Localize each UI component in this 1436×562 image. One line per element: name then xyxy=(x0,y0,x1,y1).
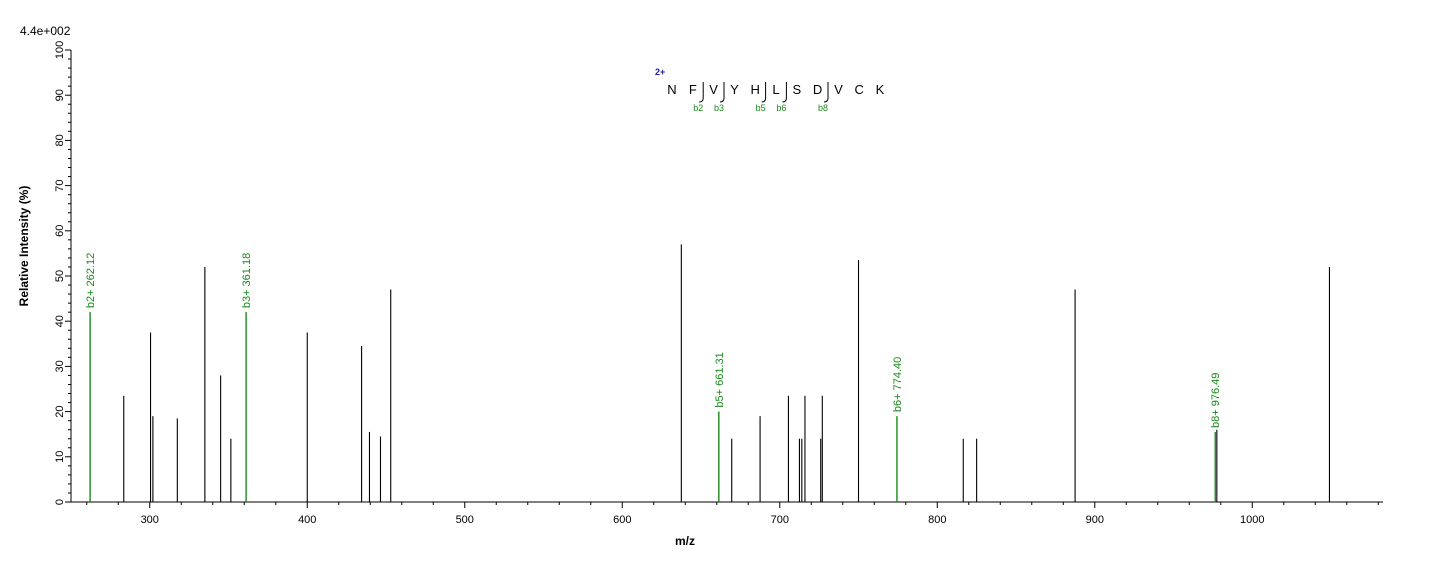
y-tick-label: 90 xyxy=(54,89,66,101)
sequence-residue: N xyxy=(667,82,676,97)
sequence-residue: F xyxy=(689,82,697,97)
peak-label: b8+ 976.49 xyxy=(1210,373,1222,428)
y-tick-label: 80 xyxy=(54,134,66,146)
sequence-residue: H xyxy=(751,82,760,97)
y-axis-title: Relative Intensity (%) xyxy=(17,186,31,307)
sequence-residue: S xyxy=(792,82,801,97)
sequence-residue: K xyxy=(876,82,885,97)
x-tick-label: 800 xyxy=(928,514,946,526)
fragment-label: b8 xyxy=(818,103,828,113)
y-tick-label: 100 xyxy=(54,41,66,59)
sequence-residue: C xyxy=(855,82,864,97)
y-tick-label: 70 xyxy=(54,179,66,191)
sequence-residue: D xyxy=(813,82,822,97)
y-tick-label: 10 xyxy=(54,451,66,463)
fragment-bracket xyxy=(823,82,829,103)
fragment-bracket xyxy=(761,82,767,103)
fragment-label: b3 xyxy=(714,103,724,113)
peptide-sequence: 2+N F V Y H L S D V C Kb2 b3 b5 b6 b8 xyxy=(655,67,885,113)
axes: 0 10 20 30 40 50 60 70 80 90 100 300 400 500 600 700 800… xyxy=(54,41,1383,526)
x-axis-title: m/z xyxy=(675,534,695,548)
fragment-bracket xyxy=(699,82,704,103)
x-tick-label: 300 xyxy=(141,514,159,526)
y-tick-label: 50 xyxy=(54,270,66,282)
max-intensity-label: 4.4e+002 xyxy=(20,24,71,38)
x-tick-label: 400 xyxy=(298,514,316,526)
x-tick-label: 600 xyxy=(613,514,631,526)
charge-state-label: 2+ xyxy=(655,67,665,77)
x-tick-label: 900 xyxy=(1086,514,1104,526)
y-tick-label: 20 xyxy=(54,405,66,417)
y-tick-label: 30 xyxy=(54,360,66,372)
fragment-label: b2 xyxy=(693,103,703,113)
peak-label: b2+ 262.12 xyxy=(85,253,97,308)
fragment-bracket xyxy=(719,82,725,103)
fragment-label: b5 xyxy=(756,103,766,113)
sequence-residue: V xyxy=(834,82,843,97)
y-tick-label: 0 xyxy=(54,499,66,505)
x-tick-label: 1000 xyxy=(1240,514,1264,526)
y-tick-label: 60 xyxy=(54,225,66,237)
fragment-label: b6 xyxy=(776,103,786,113)
sequence-residue: L xyxy=(772,82,779,97)
sequence-residue: Y xyxy=(730,82,739,97)
peak-label: b6+ 774.40 xyxy=(892,357,904,412)
fragment-bracket xyxy=(782,82,787,103)
x-tick-label: 700 xyxy=(771,514,789,526)
peaks: b2+ 262.12 b3+ 361.18 b5+ 661.31 b6+ 774.40… xyxy=(85,244,1330,502)
x-tick-label: 500 xyxy=(456,514,474,526)
peak-label: b5+ 661.31 xyxy=(714,352,726,407)
peak-label: b3+ 361.18 xyxy=(241,253,253,308)
sequence-residue: V xyxy=(709,82,718,97)
y-tick-label: 40 xyxy=(54,315,66,327)
